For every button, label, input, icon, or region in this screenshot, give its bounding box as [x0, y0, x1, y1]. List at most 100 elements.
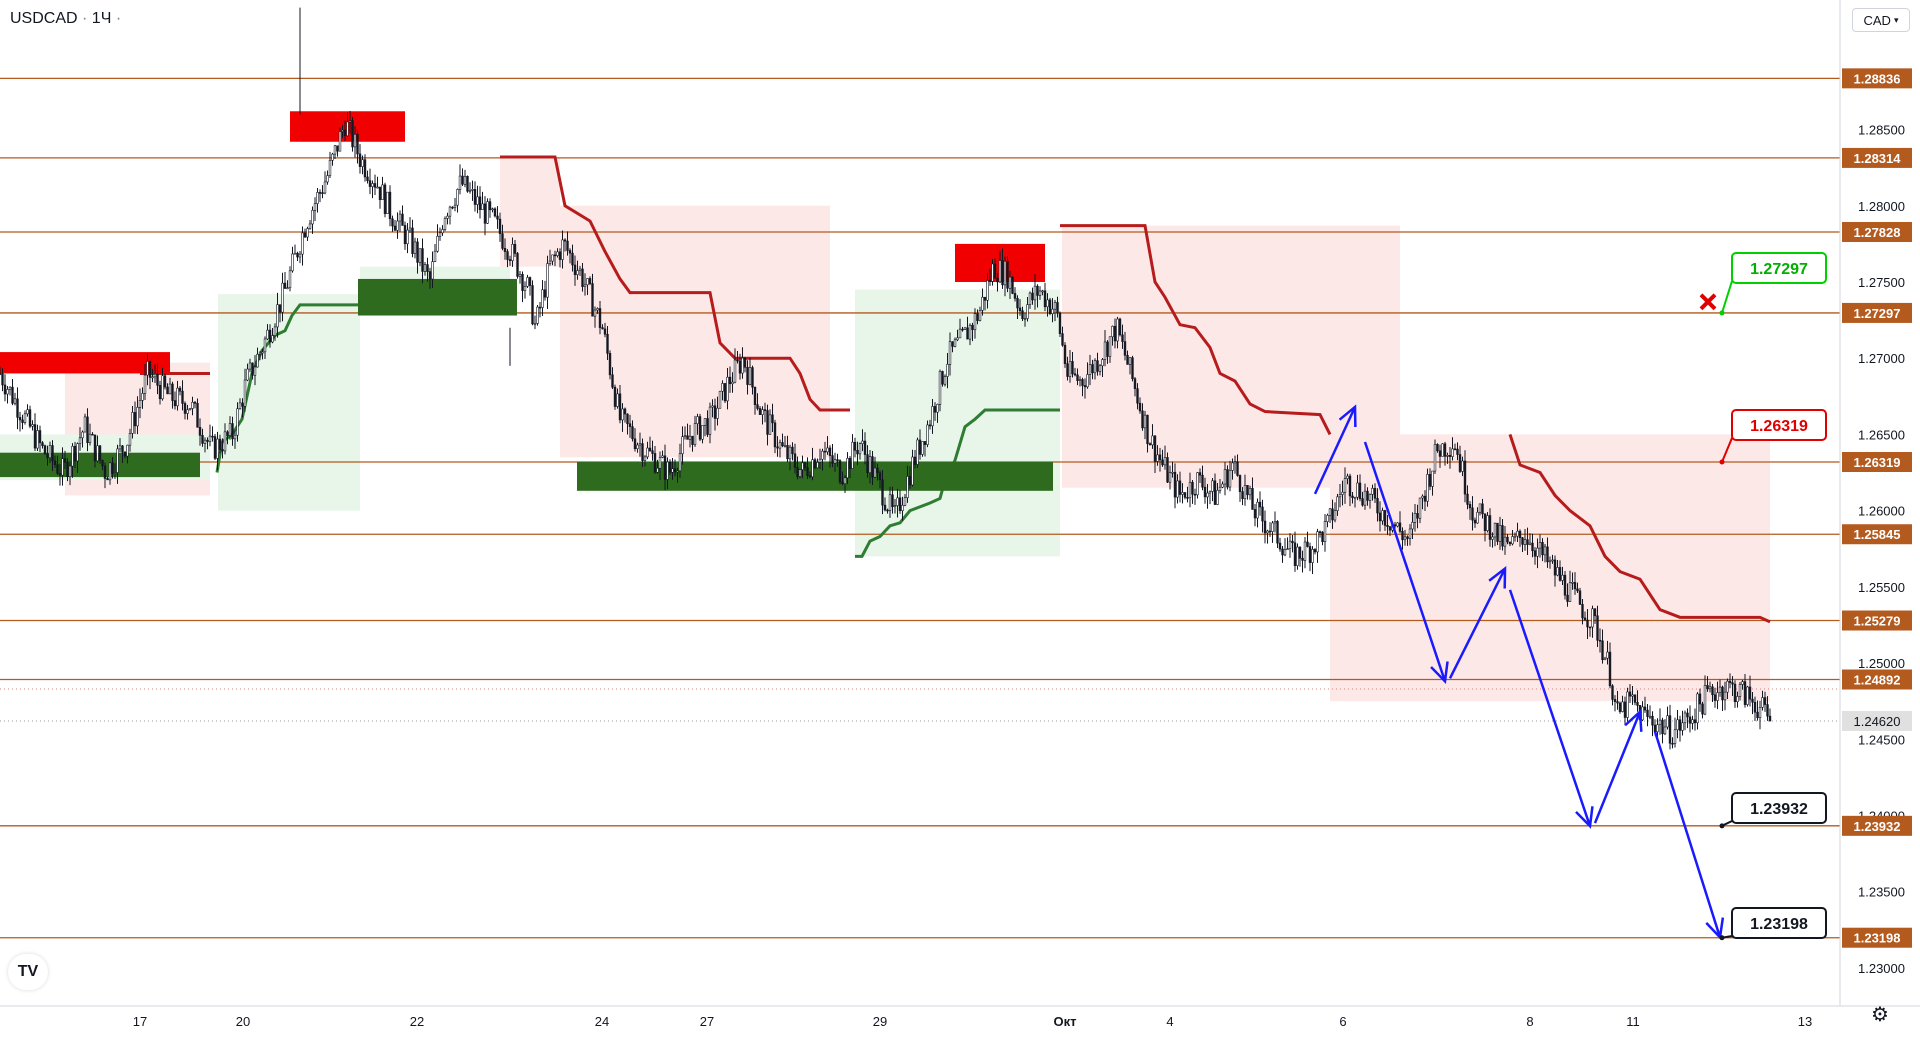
- candle: [1753, 696, 1757, 722]
- gear-icon[interactable]: ⚙: [1871, 1003, 1889, 1026]
- candle: [1621, 695, 1624, 713]
- candle: [1091, 359, 1094, 380]
- candle: [601, 324, 604, 330]
- candle-body: [751, 367, 754, 388]
- candle-body: [386, 191, 389, 214]
- candle: [841, 471, 844, 486]
- candle-body: [1111, 325, 1114, 338]
- candle: [1661, 717, 1664, 744]
- candle-body: [361, 159, 364, 167]
- candle: [271, 328, 274, 344]
- candle: [1718, 679, 1722, 697]
- candle: [438, 227, 442, 241]
- candle-body: [263, 338, 267, 353]
- candle-body: [121, 445, 124, 453]
- candle: [1426, 468, 1429, 507]
- candle: [151, 368, 154, 383]
- candle: [1498, 516, 1502, 550]
- candle-body: [1531, 542, 1534, 552]
- candle-body: [1188, 481, 1192, 499]
- price-axis[interactable]: 1.285001.280001.275001.270001.265001.260…: [1842, 68, 1912, 976]
- projection-arrow: [1508, 589, 1592, 827]
- candle: [808, 471, 812, 479]
- candle-body: [223, 431, 227, 452]
- candle-body: [1526, 539, 1529, 545]
- level-tag-bg: [1842, 451, 1912, 472]
- candle: [281, 272, 284, 322]
- candle: [783, 435, 787, 448]
- candle: [1258, 491, 1262, 516]
- candle: [1408, 524, 1412, 546]
- candle: [413, 237, 417, 259]
- candle: [323, 171, 327, 195]
- candle: [0, 366, 2, 376]
- candle: [968, 323, 972, 346]
- candle-body: [428, 271, 432, 280]
- candle-body: [1436, 444, 1439, 452]
- candle: [401, 205, 404, 226]
- candle-body: [1128, 357, 1132, 365]
- candle-body: [883, 504, 887, 511]
- candle: [1328, 508, 1332, 523]
- symbol-title[interactable]: USDCAD · 1Ч ·: [10, 10, 122, 27]
- candle: [883, 497, 887, 512]
- candle-body: [253, 366, 257, 376]
- candle: [911, 449, 914, 487]
- candle: [1563, 571, 1567, 600]
- candle: [1403, 529, 1407, 546]
- tradingview-logo-icon[interactable]: TV: [8, 954, 48, 990]
- candle-body: [571, 252, 574, 266]
- candle-body: [1428, 474, 1432, 487]
- candle: [403, 221, 407, 250]
- candle-body: [298, 253, 302, 258]
- candle: [1001, 248, 1004, 289]
- candle-body: [806, 467, 809, 476]
- candle: [168, 377, 172, 395]
- candle-body: [1468, 504, 1472, 509]
- time-tick-label: 20: [236, 1014, 250, 1029]
- cross-marker-icon: [1699, 293, 1717, 311]
- candle: [1491, 532, 1494, 548]
- candle-body: [763, 409, 767, 411]
- candle-body: [1306, 541, 1309, 547]
- candle-body: [1186, 497, 1189, 499]
- candle-body: [1206, 492, 1209, 498]
- candle-body: [213, 436, 217, 459]
- candle-body: [1396, 522, 1399, 527]
- candle: [641, 438, 644, 468]
- candle-body: [666, 461, 669, 480]
- candle: [71, 443, 74, 478]
- candle: [398, 210, 402, 232]
- candle: [1038, 286, 1042, 300]
- candle: [1093, 358, 1097, 380]
- candle: [628, 414, 632, 438]
- candle-body: [406, 229, 409, 245]
- currency-selector[interactable]: CAD ▾: [1852, 8, 1910, 32]
- candle-body: [506, 251, 509, 260]
- candle: [723, 383, 727, 403]
- candle: [761, 406, 764, 425]
- candle: [1078, 376, 1082, 387]
- candle: [486, 198, 489, 225]
- candle: [521, 271, 524, 303]
- time-axis[interactable]: 17 20 22 24 27 29 Окт 4 6 8 11 13: [133, 1014, 1812, 1029]
- candle: [1431, 470, 1434, 496]
- candle-body: [26, 409, 29, 415]
- candle: [1251, 477, 1254, 510]
- candle: [436, 224, 439, 253]
- candle-body: [521, 274, 524, 291]
- candle: [561, 230, 564, 269]
- candle: [1421, 494, 1424, 510]
- shaded-zone: [855, 289, 1060, 557]
- level-price-tag: 1.27828: [1842, 221, 1912, 242]
- candle-body: [1356, 482, 1359, 498]
- candle-body: [768, 414, 772, 435]
- candle-body: [1016, 298, 1019, 309]
- candle: [1368, 493, 1372, 509]
- time-tick-label: 17: [133, 1014, 147, 1029]
- price-tick-label: 1.27500: [1858, 275, 1905, 290]
- candle: [966, 316, 969, 340]
- level-tag-text: 1.23198: [1854, 931, 1901, 946]
- candle-body: [113, 472, 117, 474]
